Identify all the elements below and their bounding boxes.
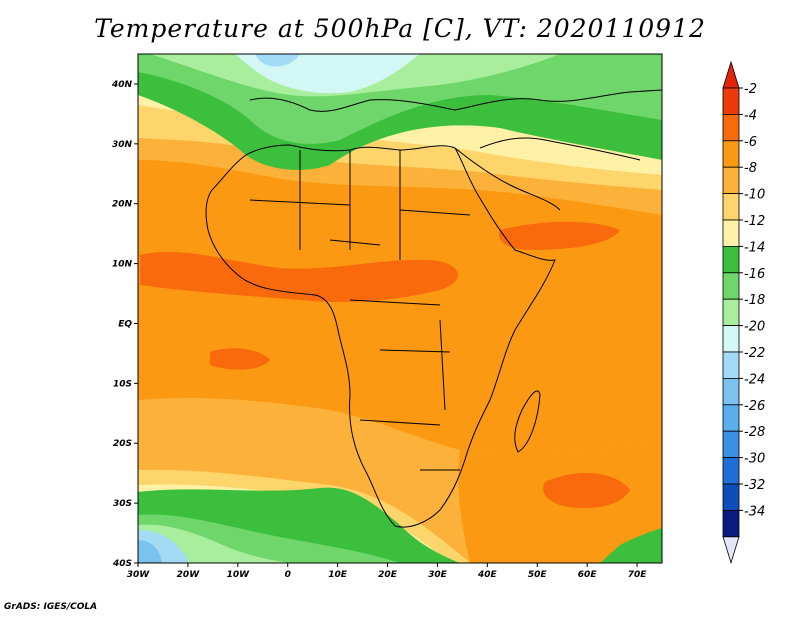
colorbar-label: -8 [744,161,757,176]
colorbar-bottom-arrow [722,536,740,565]
lat-label: 10S [113,379,132,389]
colorbar-label: -30 [744,452,765,467]
lon-label: 10W [227,570,251,580]
colorbar-label: -22 [744,346,765,361]
colorbar-top-arrow [722,60,740,89]
colorbar-swatch [722,87,740,115]
lat-label: 20S [113,439,132,449]
temperature-field [138,54,662,563]
colorbar-swatch [722,483,740,511]
colorbar-label: -18 [744,293,765,308]
lon-label: 30W [127,570,151,580]
colorbar-swatch [722,114,740,142]
lon-label: 0 [285,570,291,580]
colorbar-label: -32 [744,478,765,493]
lon-label: 50E [528,570,548,580]
colorbar-swatch [722,140,740,168]
colorbar-swatch [722,298,740,327]
colorbar-label: -24 [744,372,765,387]
map-title: Temperature at 500hPa [C], VT: 202011091… [94,14,706,43]
colorbar-label: -16 [744,267,765,282]
colorbar-label: -34 [744,504,765,519]
lat-label: 30N [112,140,133,150]
colorbar-swatch [722,377,740,406]
lon-label: 30E [428,570,448,580]
colorbar-swatch [722,325,740,353]
colorbar-swatch [722,166,740,194]
colorbar-label: -10 [744,188,765,203]
colorbar-label: -14 [744,240,765,255]
coastlines [205,89,662,528]
colorbar-label: -28 [744,425,765,440]
lat-label: 10N [112,260,133,270]
colorbar-label: -4 [744,108,757,123]
colorbar-swatch [722,509,740,538]
lon-label: 60E [578,570,598,580]
latitude-labels: 40N 30N 20N 10N EQ 10S 20S 30S 40S [111,80,133,569]
colorbar-label: -20 [744,320,765,335]
colorbar-swatch [722,430,740,459]
colorbar-label: -6 [744,135,757,150]
longitude-labels: 30W 20W 10W 0 10E 20E 30E 40E 50E 60E 70E [127,570,647,580]
lon-label: 40E [477,570,498,580]
lon-label: 10E [328,570,348,580]
lat-label: 20N [112,200,133,210]
colorbar-swatch [722,457,740,485]
lat-label: EQ [118,319,132,329]
lat-label: 30S [113,499,132,509]
colorbar-label: -12 [744,214,765,229]
lat-label: 40N [111,80,133,90]
colorbar-swatch [722,351,740,379]
colorbar-swatch [722,219,740,247]
lon-label: 20W [177,570,201,580]
lat-label: 40S [112,559,132,569]
plot-frame [137,53,663,564]
colorbar-swatch [722,193,740,221]
colorbar-swatch [722,404,740,432]
colorbar-label: -2 [744,82,757,97]
colorbar-swatch [722,245,740,274]
colorbar-swatch [722,272,740,300]
colorbar: -2 -4 -6 -8 -10 -12 -14 -16 -18 -20 -22 -24 -26 -28 -3… [722,60,765,565]
lon-label: 70E [628,570,648,580]
axis-ticks [134,83,638,567]
lon-label: 20E [378,570,398,580]
credit-text: GrADS: IGES/COLA [4,602,98,612]
colorbar-label: -26 [744,399,765,414]
